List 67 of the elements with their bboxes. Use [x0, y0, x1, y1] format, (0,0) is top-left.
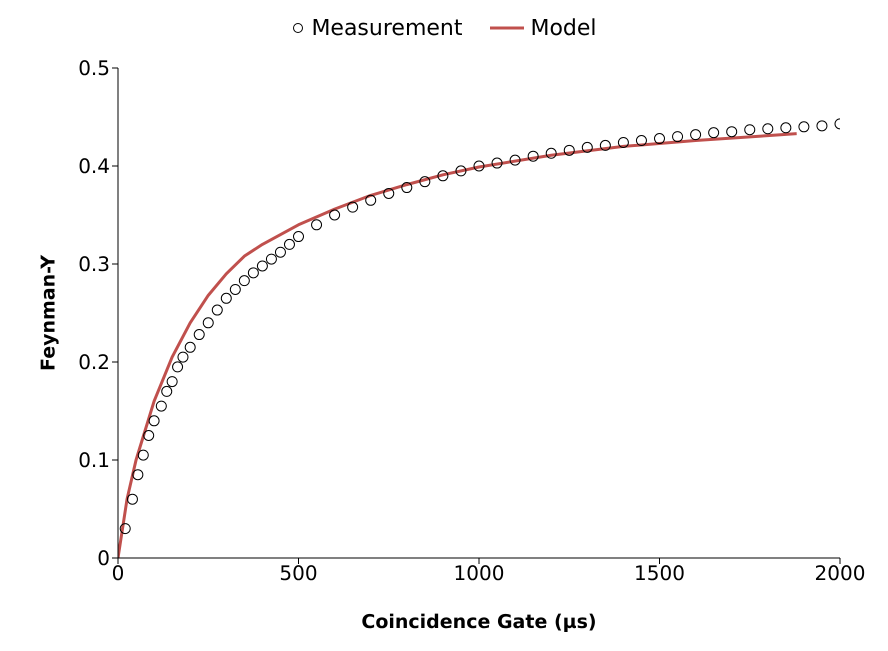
point: [166, 376, 178, 388]
point: [708, 127, 720, 138]
point: [126, 494, 138, 505]
point: [437, 170, 448, 182]
x-tick-label: 2000: [814, 561, 866, 586]
point: [744, 124, 756, 136]
point: [274, 246, 286, 258]
point: [156, 400, 167, 412]
point: [618, 136, 629, 148]
point: [329, 210, 340, 220]
y-tick-label: 0.2: [78, 350, 110, 374]
point: [510, 154, 521, 166]
point: [528, 150, 539, 162]
x-tick-label: 1500: [634, 561, 685, 586]
x-tick-label: 500: [279, 561, 318, 586]
x-tick-label: 1000: [454, 561, 504, 586]
point: [401, 182, 412, 194]
point: [600, 140, 611, 151]
y-tick-label: 0.4: [78, 154, 110, 178]
y-tick-label: 0: [97, 546, 110, 570]
point: [256, 260, 268, 272]
point: [266, 254, 277, 265]
point: [230, 284, 241, 295]
point: [546, 148, 557, 159]
point: [177, 352, 188, 363]
point: [120, 523, 131, 534]
point: [138, 450, 149, 461]
legend-label: Measurement: [311, 16, 462, 40]
point: [798, 121, 810, 132]
point: [311, 219, 322, 230]
point: [672, 131, 684, 142]
point: [582, 142, 593, 153]
point: [419, 176, 430, 188]
point: [564, 144, 575, 156]
legend-label: Model: [530, 16, 597, 40]
point: [238, 275, 250, 286]
point: [161, 386, 172, 397]
x-axis-title: Coincidence Gate (µs): [361, 611, 597, 633]
point: [365, 194, 376, 206]
point: [184, 342, 196, 353]
point: [474, 160, 484, 172]
point: [220, 292, 232, 304]
point: [293, 231, 304, 242]
point: [455, 165, 466, 176]
point: [284, 238, 295, 250]
point: [636, 135, 647, 146]
point: [690, 129, 702, 140]
point: [194, 329, 205, 340]
y-axis-title: Feynman-Y: [38, 254, 60, 372]
y-tick-label: 0.3: [78, 252, 110, 276]
y-tick-label: 0.1: [78, 448, 110, 472]
y-tick-label: 0.5: [78, 56, 110, 80]
point: [172, 361, 184, 372]
point: [726, 126, 738, 138]
point: [202, 317, 214, 328]
point: [816, 120, 828, 132]
point: [492, 158, 503, 169]
point: [212, 304, 223, 316]
point: [762, 123, 774, 134]
point: [132, 469, 144, 480]
point: [143, 430, 154, 441]
point: [347, 202, 358, 213]
point: [654, 133, 665, 144]
point: [780, 122, 792, 134]
point: [383, 188, 394, 199]
point: [148, 415, 160, 426]
point: [248, 267, 259, 278]
